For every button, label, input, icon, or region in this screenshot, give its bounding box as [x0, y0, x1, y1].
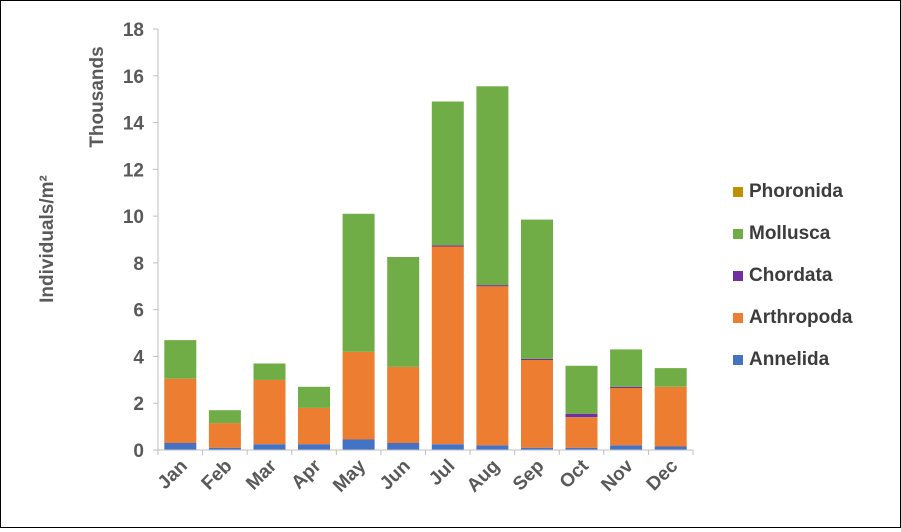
bar-annelida-may [342, 439, 375, 450]
bar-mollusca-jul [431, 101, 464, 246]
bars-group [164, 86, 687, 450]
y-tick-label: 18 [123, 20, 144, 41]
bar-mollusca-apr [298, 386, 330, 408]
bar-arthropoda-jan [164, 378, 197, 443]
legend-label: Phoronida [749, 181, 843, 202]
x-tick-label: Mar [242, 455, 281, 494]
x-tick-label: Jul [425, 456, 459, 490]
bar-chordata-aug [476, 285, 509, 287]
legend-item-chordata: Chordata [733, 255, 852, 297]
bar-annelida-apr [298, 444, 330, 450]
x-tick-label: Sep [509, 456, 548, 495]
bar-arthropoda-feb [208, 423, 241, 448]
x-tick-label: Jan [154, 456, 192, 494]
bar-annelida-jan [164, 443, 197, 450]
legend-swatch [733, 229, 743, 239]
legend-swatch [733, 313, 743, 323]
bar-arthropoda-may [342, 351, 375, 440]
bar-mollusca-mar [253, 363, 286, 380]
bar-mollusca-jun [387, 257, 420, 367]
bar-arthropoda-jul [431, 246, 464, 445]
x-tick-label: Jun [376, 456, 415, 495]
bar-mollusca-oct [565, 365, 598, 414]
bar-chordata-sep [521, 358, 553, 360]
bar-arthropoda-mar [253, 379, 286, 445]
x-tick-label: Aug [463, 456, 504, 497]
bar-annelida-mar [253, 444, 286, 450]
bar-arthropoda-dec [654, 386, 687, 447]
bar-arthropoda-nov [610, 388, 643, 446]
bar-mollusca-nov [610, 349, 643, 387]
bar-mollusca-may [342, 213, 375, 352]
y-axis-unit-label: Thousands [87, 46, 108, 147]
bar-chordata-nov [610, 386, 643, 388]
bar-chordata-oct [565, 413, 598, 418]
legend-item-annelida: Annelida [733, 339, 852, 381]
x-tick-label: May [329, 455, 370, 496]
legend-swatch [733, 271, 743, 281]
bar-chordata-jul [431, 245, 464, 247]
legend-label: Mollusca [749, 223, 831, 244]
y-tick-label: 12 [123, 160, 144, 181]
legend-label: Chordata [749, 265, 833, 286]
bar-arthropoda-jun [387, 367, 420, 443]
legend-swatch [733, 187, 743, 197]
bar-mollusca-aug [476, 86, 509, 286]
bar-mollusca-feb [208, 410, 241, 424]
bar-mollusca-sep [521, 219, 553, 359]
bar-mollusca-jan [164, 340, 197, 379]
legend-swatch [733, 355, 743, 365]
bar-annelida-aug [476, 445, 509, 450]
x-tick-label: Apr [288, 455, 326, 493]
bar-annelida-dec [654, 446, 687, 450]
y-tick-label: 16 [123, 67, 144, 88]
bar-arthropoda-aug [476, 286, 509, 446]
x-tick-label: Feb [198, 456, 237, 495]
x-tick-label: Oct [556, 455, 594, 493]
legend-item-arthropoda: Arthropoda [733, 297, 852, 339]
x-tick-label: Dec [643, 455, 683, 495]
bar-mollusca-dec [654, 368, 687, 387]
bar-annelida-nov [610, 445, 643, 450]
y-tick-label: 8 [133, 254, 144, 275]
bar-arthropoda-apr [298, 407, 330, 445]
legend: Phoronida Mollusca Chordata Arthropoda Annel… [733, 171, 852, 381]
y-axis-label: Individuals/m² [37, 175, 58, 303]
y-tick-label: 0 [133, 441, 144, 462]
bar-annelida-sep [521, 447, 553, 450]
axes-group [153, 28, 694, 455]
legend-item-mollusca: Mollusca [733, 213, 852, 255]
y-tick-label: 2 [133, 394, 144, 415]
bar-annelida-oct [565, 447, 598, 450]
bar-arthropoda-sep [521, 360, 553, 448]
legend-label: Arthropoda [749, 307, 853, 328]
y-tick-label: 10 [123, 207, 144, 228]
bar-annelida-jul [431, 444, 464, 450]
legend-label: Annelida [749, 349, 830, 370]
bar-annelida-jun [387, 443, 420, 450]
y-tick-label: 14 [123, 114, 145, 135]
y-tick-label: 6 [133, 301, 144, 322]
y-tick-label: 4 [133, 347, 144, 368]
legend-item-phoronida: Phoronida [733, 171, 852, 213]
x-tick-label: Nov [597, 455, 638, 496]
bar-annelida-feb [208, 447, 241, 450]
bar-arthropoda-oct [565, 417, 598, 448]
